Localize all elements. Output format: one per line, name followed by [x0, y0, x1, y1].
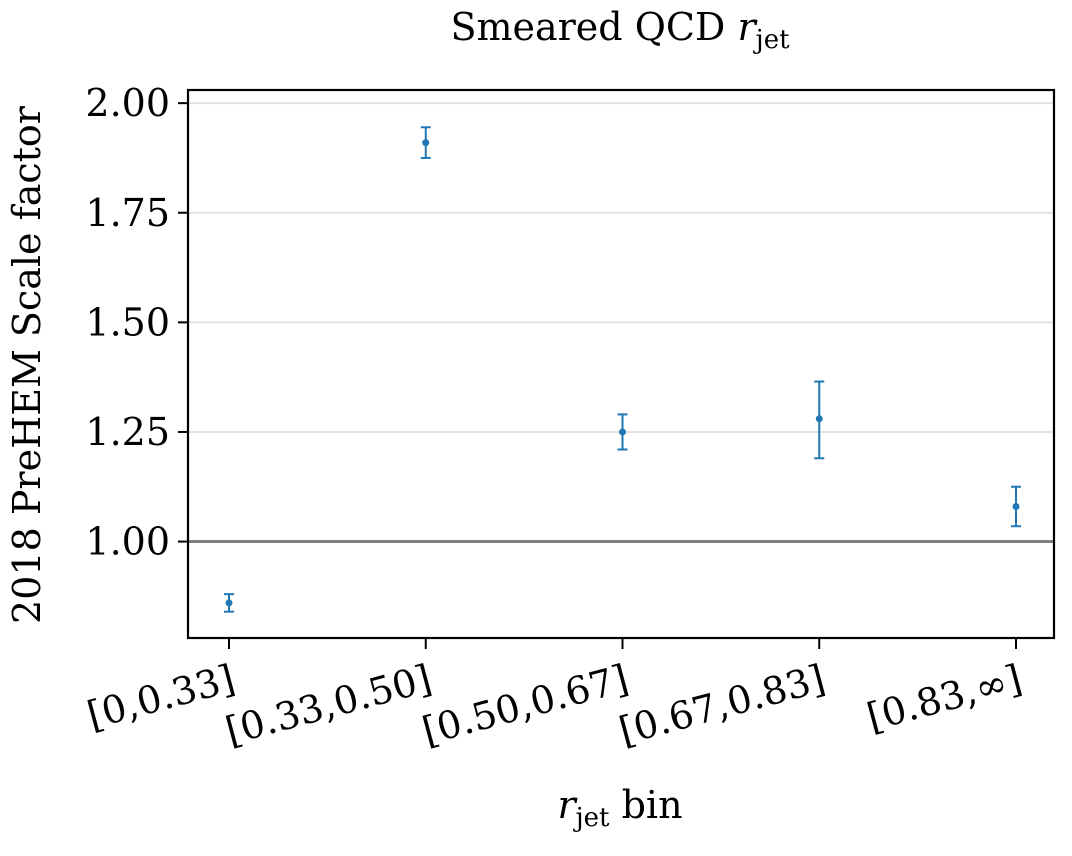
data-point-2 [619, 428, 626, 436]
y-tick-label-3: 1.75 [85, 191, 170, 235]
y-tick-label-0: 1.00 [85, 520, 170, 564]
x-tick-label-4: [0.83,∞] [862, 656, 1026, 739]
y-tick-label-2: 1.50 [85, 300, 170, 344]
data-point-1 [422, 139, 430, 147]
data-point-3 [815, 415, 823, 423]
x-axis-label: rjet bin [557, 783, 682, 833]
y-axis: 1.00 1.25 1.50 1.75 2.00 [85, 81, 188, 564]
data-point-4 [1012, 502, 1020, 510]
x-tick-label-1: [0.33,0.50] [221, 656, 436, 753]
x-tick-label-2: [0.50,0.67] [418, 656, 633, 753]
data-marks [224, 126, 1021, 613]
y-tick-label-4: 2.00 [85, 81, 170, 125]
y-tick-label-1: 1.25 [85, 410, 170, 454]
chart-title: Smeared QCD rjet [450, 5, 790, 55]
x-tick-label-0: [0,0.33] [83, 656, 240, 737]
x-axis: [0,0.33][0.33,0.50][0.50,0.67][0.67,0.83… [83, 638, 1026, 753]
plot-frame [186, 88, 1056, 640]
data-point-0 [225, 599, 233, 607]
grid-lines [188, 102, 1054, 433]
x-tick-label-3: [0.67,0.83] [614, 656, 829, 753]
y-axis-label: 2018 PreHEM Scale factor [5, 105, 49, 624]
